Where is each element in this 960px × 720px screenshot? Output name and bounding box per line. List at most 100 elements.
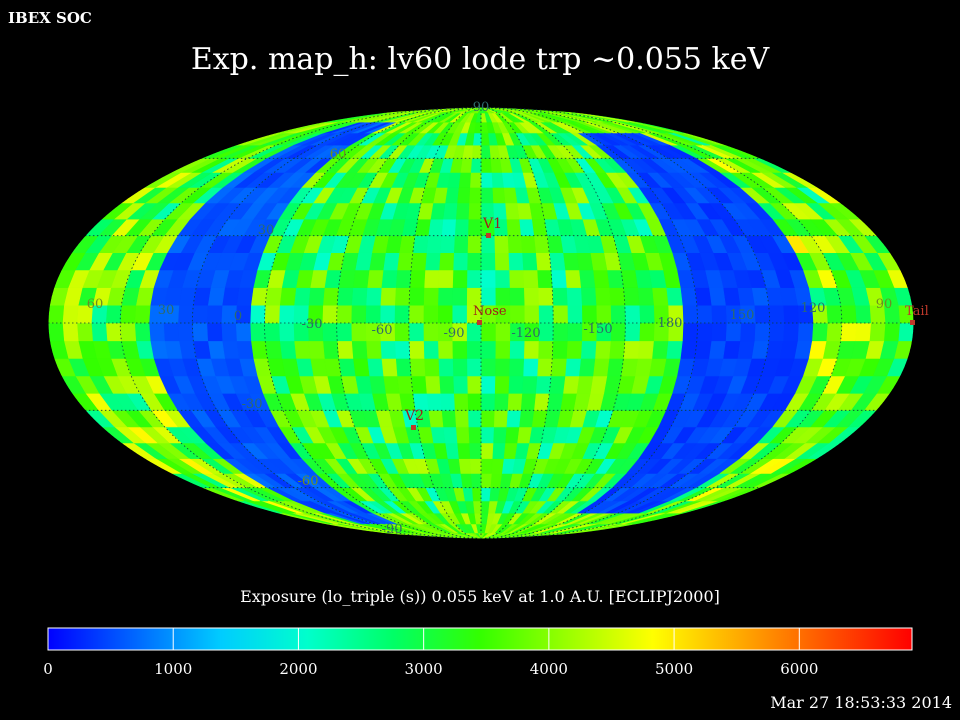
- map-cell: [840, 322, 857, 342]
- map-cell: [62, 304, 79, 324]
- map-cell: [379, 304, 396, 324]
- map-cell: [206, 304, 223, 324]
- map-cell: [336, 340, 354, 359]
- map-cell: [322, 287, 339, 306]
- map-cell: [455, 426, 470, 444]
- map-cell: [507, 252, 524, 271]
- map-cell: [501, 172, 516, 188]
- colorbar-tick-label: 2000: [279, 660, 317, 678]
- map-cell: [564, 269, 582, 288]
- map-cell: [679, 287, 698, 306]
- map-cell: [505, 218, 521, 236]
- lon-label: 180: [658, 316, 683, 331]
- map-cell: [736, 340, 755, 359]
- map-cell: [494, 340, 511, 359]
- map-cell: [338, 358, 356, 377]
- map-cell: [451, 340, 468, 359]
- map-cell: [221, 287, 240, 306]
- map-cell: [624, 304, 641, 324]
- map-cell: [439, 235, 455, 253]
- lon-label: -120: [511, 326, 540, 341]
- map-cell: [466, 322, 482, 342]
- colorbar-tick-label: 5000: [655, 660, 693, 678]
- map-cell: [480, 458, 493, 474]
- map-cell: [637, 340, 654, 359]
- map-cell: [696, 322, 713, 342]
- marker-v1: V1: [482, 216, 502, 238]
- colorbar-tick-label: 6000: [780, 660, 818, 678]
- map-cell: [594, 287, 611, 306]
- map-cell: [395, 358, 412, 377]
- map-cell: [638, 304, 655, 324]
- map-cell: [494, 252, 510, 271]
- map-cell: [753, 322, 771, 342]
- marker-tail: Tail: [905, 304, 929, 325]
- map-cell: [592, 358, 610, 377]
- map-cell: [491, 442, 506, 459]
- map-cell: [480, 172, 493, 188]
- colorbar-tick-label: 1000: [154, 660, 192, 678]
- map-cell: [620, 358, 638, 377]
- map-cell: [825, 322, 843, 342]
- map-cell: [278, 304, 295, 324]
- map-cell: [710, 304, 727, 324]
- map-cell: [516, 426, 532, 444]
- map-cell: [336, 322, 352, 342]
- map-cell: [451, 287, 468, 306]
- map-cell: [480, 158, 492, 173]
- map-cell: [90, 322, 108, 342]
- map-cell: [594, 340, 611, 359]
- map-cell: [423, 269, 440, 288]
- marker-v2: V2: [404, 408, 424, 430]
- map-cell: [119, 322, 137, 342]
- map-cell: [336, 304, 352, 324]
- lon-label: 120: [801, 301, 826, 316]
- map-cell: [494, 287, 511, 306]
- map-cell: [480, 426, 495, 444]
- map-cell: [235, 322, 252, 342]
- map-cell: [105, 304, 122, 324]
- map-cell: [782, 304, 799, 324]
- grid-line: [480, 107, 771, 539]
- map-cell: [551, 287, 568, 306]
- svg-text:V1: V1: [482, 216, 502, 232]
- map-cell: [177, 322, 194, 342]
- map-cell: [480, 187, 494, 204]
- map-cell: [467, 409, 482, 428]
- lat-label: 60: [330, 147, 347, 162]
- lat-label: 90: [473, 100, 490, 115]
- lat-label: -90: [382, 522, 403, 537]
- map-cell: [380, 358, 398, 377]
- map-cell: [493, 235, 509, 253]
- map-cell: [396, 252, 414, 271]
- map-cell: [422, 322, 439, 342]
- map-cell: [365, 287, 382, 306]
- map-cell: [623, 340, 640, 359]
- map-cell: [480, 392, 495, 411]
- map-cell: [736, 287, 755, 306]
- map-cell: [321, 322, 338, 342]
- map-cell: [624, 322, 641, 342]
- map-cell: [279, 340, 297, 359]
- map-cell: [854, 322, 872, 342]
- map-cell: [426, 392, 442, 411]
- map-cell: [264, 304, 280, 324]
- lon-label: -30: [302, 317, 323, 332]
- map-cell: [454, 218, 469, 236]
- map-cell: [206, 322, 223, 342]
- map-cell: [768, 322, 785, 342]
- marker-nose: Nose: [473, 304, 507, 325]
- map-cell: [480, 269, 496, 288]
- map-cell: [470, 158, 482, 173]
- map-cell: [467, 202, 482, 220]
- map-cell: [438, 252, 455, 271]
- map-cell: [679, 340, 698, 359]
- lat-label: -60: [298, 474, 319, 489]
- map-cell: [580, 340, 597, 359]
- map-cell: [531, 218, 548, 236]
- map-cell: [564, 358, 582, 377]
- map-cell: [522, 269, 539, 288]
- map-cell: [351, 287, 368, 306]
- map-cell: [76, 322, 93, 342]
